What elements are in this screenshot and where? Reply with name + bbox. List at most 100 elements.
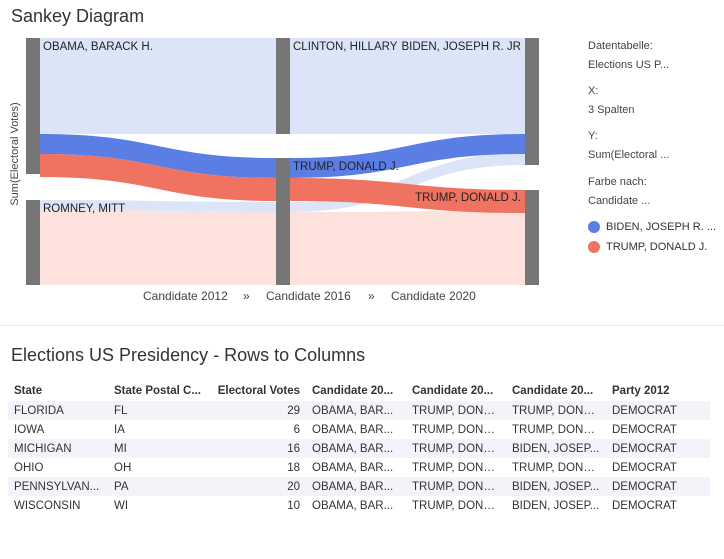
x-setting-label: X:: [588, 85, 599, 97]
section-divider: [0, 325, 724, 326]
table-cell: FL: [108, 401, 210, 420]
column-header[interactable]: Candidate 20...: [512, 385, 594, 397]
table-cell: 20: [210, 477, 306, 496]
node-biden: [525, 38, 539, 165]
legend-label-biden: BIDEN, JOSEPH R. ...: [606, 221, 717, 233]
table-cell: WISCONSIN: [14, 499, 81, 512]
table-cell: DEMOCRAT: [612, 423, 677, 436]
table-row[interactable]: MICHIGAN MI 16 OBAMA, BAR... TRUMP, DONA…: [8, 439, 710, 458]
table-title: Elections US Presidency - Rows to Column…: [11, 345, 366, 365]
node-label-clinton: CLINTON, HILLARY: [293, 41, 398, 53]
node-romney: [26, 200, 40, 285]
table-cell: TRUMP, DONA...: [506, 401, 606, 420]
flow-clinton-biden: [290, 38, 525, 134]
table-cell: DEMOCRAT: [612, 461, 677, 474]
column-header[interactable]: Candidate 20...: [312, 385, 394, 397]
table-cell: FLORIDA: [8, 401, 108, 420]
stage-separator-1: »: [243, 289, 250, 303]
table-cell: PENNSYLVAN...: [8, 477, 108, 496]
node-label-trump16: TRUMP, DONALD J.: [293, 161, 399, 173]
flow-obama-clinton: [40, 38, 276, 134]
table-cell: IOWA: [14, 423, 45, 436]
table-cell: TRUMP, DONA...: [412, 461, 501, 474]
legend-swatch-trump: [588, 241, 600, 253]
flow-trump16-trump20-light: [290, 211, 525, 285]
x-setting-value[interactable]: 3 Spalten: [588, 104, 635, 116]
table-row[interactable]: FLORIDA FL 29 OBAMA, BAR... TRUMP, DONA.…: [8, 401, 710, 420]
column-header[interactable]: State Postal C...: [114, 385, 201, 397]
chart-title: Sankey Diagram: [11, 6, 145, 26]
y-axis-label: Sum(Electoral Votes): [9, 102, 21, 206]
legend-swatch-biden: [588, 221, 600, 233]
table-cell: TRUMP, DONA...: [412, 499, 501, 512]
table-row[interactable]: OHIO OH 18 OBAMA, BAR... TRUMP, DONA... …: [8, 458, 710, 477]
table-row[interactable]: WISCONSIN WI 10 OBAMA, BAR... TRUMP, DON…: [8, 496, 710, 515]
table-cell: OBAMA, BAR...: [306, 439, 406, 458]
table-cell: OBAMA, BAR...: [312, 423, 394, 436]
node-trump16: [276, 158, 290, 285]
flow-trump16-biden: [290, 134, 525, 178]
table-cell: TRUMP, DONA...: [512, 461, 601, 474]
legend-item-trump[interactable]: TRUMP, DONALD J.: [588, 241, 707, 253]
node-label-trump20: TRUMP, DONALD J.: [415, 192, 521, 204]
stage-separator-2: »: [368, 289, 375, 303]
flow-obama-trump16-trump: [40, 153, 276, 201]
data-table-label: Datentabelle:: [588, 40, 653, 52]
table-cell: TRUMP, DONA...: [512, 423, 601, 436]
table-cell: 6: [293, 423, 300, 436]
table-cell: OBAMA, BAR...: [312, 499, 394, 512]
stage-label-2020: Candidate 2020: [391, 289, 476, 303]
flow-trump16-trump20: [290, 177, 525, 214]
table-cell: MICHIGAN: [8, 439, 108, 458]
table-cell: OH: [114, 461, 132, 474]
column-header[interactable]: Party 2012: [612, 385, 670, 397]
node-label-biden: BIDEN, JOSEPH R. JR: [402, 41, 522, 53]
table-row[interactable]: IOWA IA 6 OBAMA, BAR... TRUMP, DONA... T…: [8, 420, 710, 439]
table-cell: OBAMA, BAR...: [306, 401, 406, 420]
flow-romney-trump16-pink: [40, 210, 276, 285]
table-cell: WI: [114, 499, 129, 512]
column-header[interactable]: Electoral Votes: [217, 385, 300, 397]
table-cell: BIDEN, JOSEP...: [506, 477, 606, 496]
column-header[interactable]: State: [14, 385, 43, 397]
table-cell: DEMOCRAT: [606, 439, 710, 458]
node-clinton: [276, 38, 290, 134]
table-cell: DEMOCRAT: [606, 401, 710, 420]
color-setting-value[interactable]: Candidate ...: [588, 195, 651, 207]
stage-label-2016: Candidate 2016: [266, 289, 351, 303]
table-cell: OHIO: [14, 461, 44, 474]
node-label-obama: OBAMA, BARACK H.: [43, 41, 153, 53]
node-trump20: [525, 190, 539, 285]
y-setting-value[interactable]: Sum(Electoral ...: [588, 149, 670, 161]
table-cell: DEMOCRAT: [606, 477, 710, 496]
column-header[interactable]: Candidate 20...: [412, 385, 494, 397]
table-cell: 16: [210, 439, 306, 458]
table-cell: OBAMA, BAR...: [306, 477, 406, 496]
table-cell: DEMOCRAT: [612, 499, 677, 512]
table-cell: TRUMP, DONA...: [412, 423, 501, 436]
table-header-row: State State Postal C... Electoral Votes …: [8, 381, 710, 401]
table-cell: TRUMP, DONA...: [406, 401, 506, 420]
table-cell: TRUMP, DONA...: [406, 477, 506, 496]
legend-item-biden[interactable]: BIDEN, JOSEPH R. ...: [588, 221, 716, 233]
legend-label-trump: TRUMP, DONALD J.: [606, 241, 708, 253]
node-obama: [26, 38, 40, 174]
table-cell: 18: [287, 461, 300, 474]
node-label-romney: ROMNEY, MITT: [43, 203, 125, 215]
table-cell: 29: [210, 401, 306, 420]
color-setting-label: Farbe nach:: [588, 176, 647, 188]
table-row[interactable]: PENNSYLVAN... PA 20 OBAMA, BAR... TRUMP,…: [8, 477, 710, 496]
table-cell: IA: [114, 423, 125, 436]
y-setting-label: Y:: [588, 130, 598, 142]
table-cell: PA: [108, 477, 210, 496]
flow-obama-trump16-biden: [40, 134, 276, 178]
table-cell: BIDEN, JOSEP...: [512, 499, 600, 512]
table-cell: BIDEN, JOSEP...: [506, 439, 606, 458]
table-cell: OBAMA, BAR...: [312, 461, 394, 474]
table-cell: MI: [108, 439, 210, 458]
table-cell: TRUMP, DONA...: [406, 439, 506, 458]
stage-label-2012: Candidate 2012: [143, 289, 228, 303]
sankey-chart[interactable]: OBAMA, BARACK H. ROMNEY, MITT CLINTON, HIL…: [0, 30, 540, 288]
data-table-value[interactable]: Elections US P...: [588, 59, 670, 71]
data-table[interactable]: State State Postal C... Electoral Votes …: [8, 381, 710, 515]
